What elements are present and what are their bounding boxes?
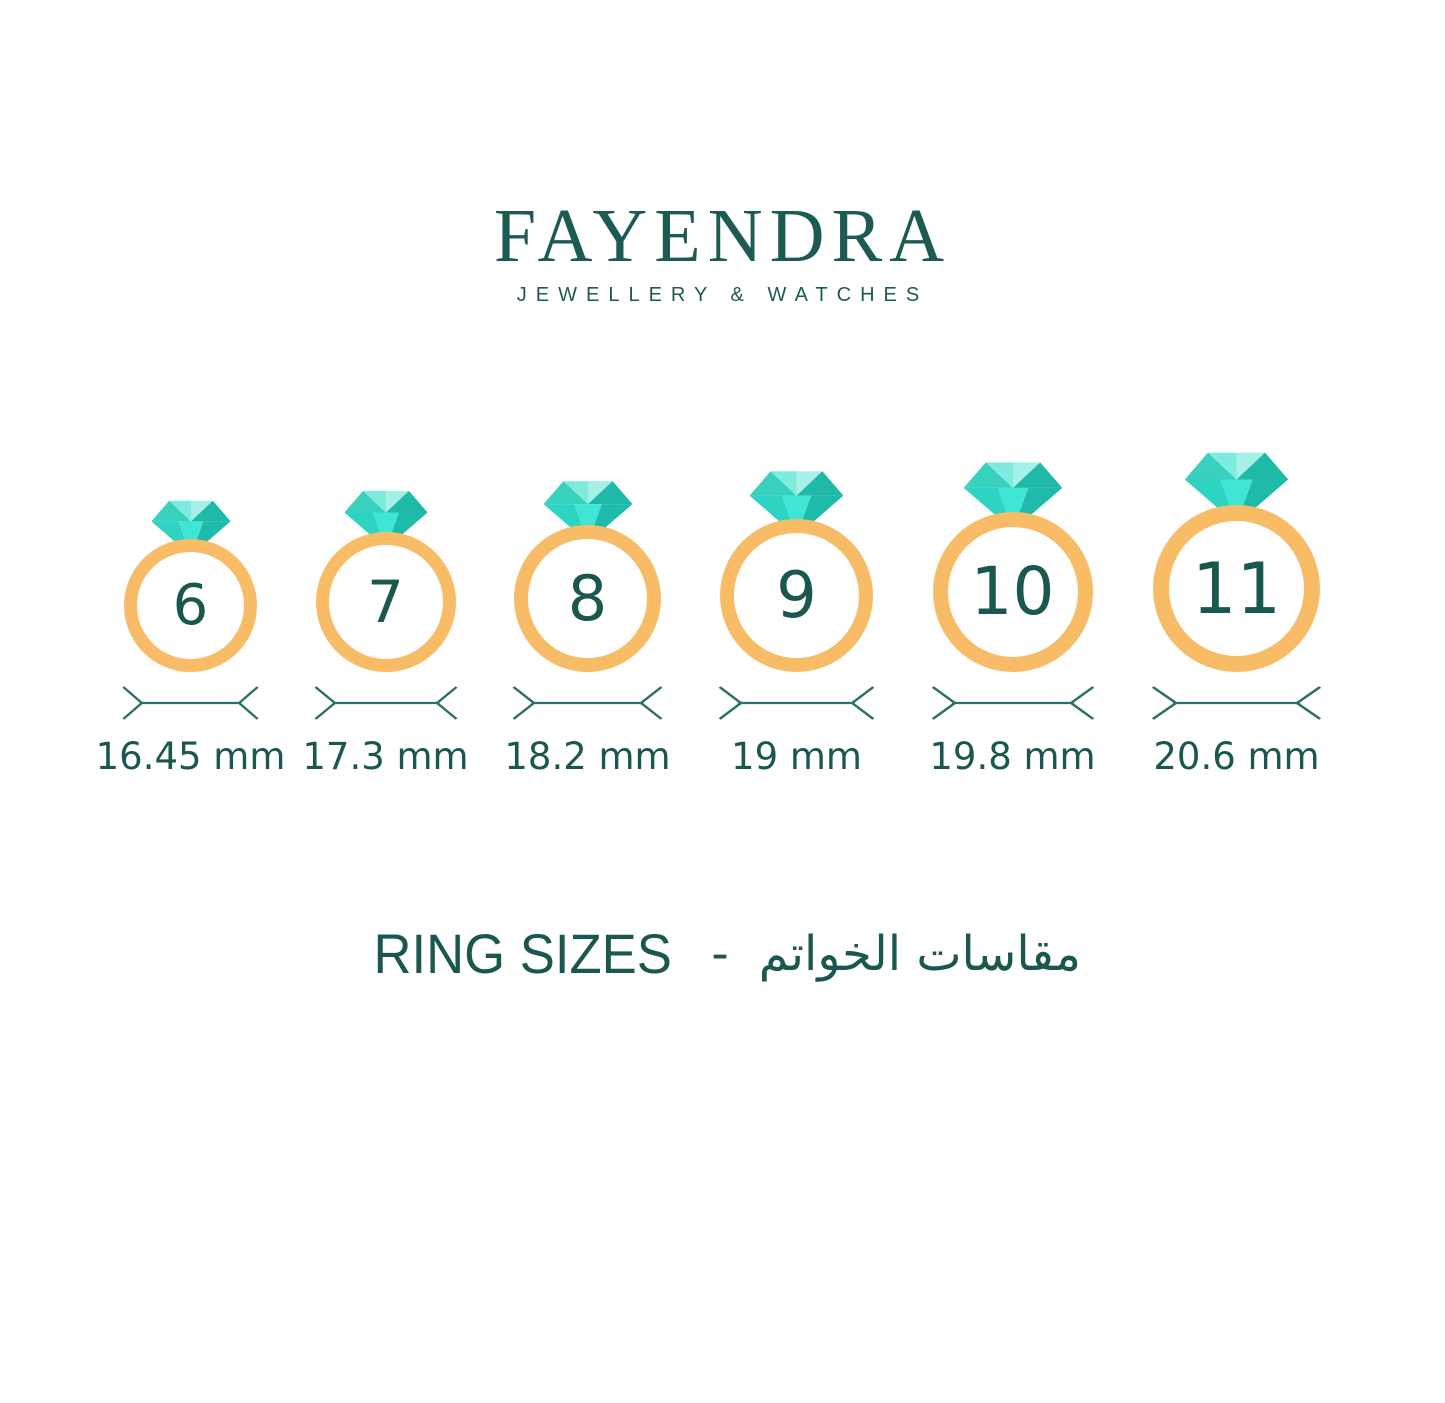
diameter-label: 19.8 mm xyxy=(929,735,1096,778)
ring-size-item-7: 7 17.3 mm xyxy=(295,488,477,779)
diameter-label: 17.3 mm xyxy=(302,735,469,778)
dimension-line xyxy=(1151,685,1322,721)
ring-size-item-9: 9 19 mm xyxy=(699,468,895,779)
page-title: RING SIZES - مقاسات الخواتم xyxy=(0,921,1445,986)
brand-tagline: JEWELLERY & WATCHES xyxy=(516,284,929,306)
diameter-label: 18.2 mm xyxy=(504,735,671,778)
title-separator: - xyxy=(711,925,729,982)
page-title-arabic: مقاسات الخواتم xyxy=(758,925,1081,982)
ring-size-item-11: 11 20.6 mm xyxy=(1131,449,1343,779)
ring-size-item-8: 8 18.2 mm xyxy=(493,478,683,779)
dimension-line xyxy=(718,685,875,721)
ring-band: 6 xyxy=(124,539,257,672)
dimension-line xyxy=(930,685,1095,721)
ring-size-number: 9 xyxy=(776,558,817,633)
diameter-label: 16.45 mm xyxy=(95,735,286,778)
ring-size-chart: 6 16.45 mm 7 17.3 mm 8 18.2 mm 9 19 mm 1… xyxy=(0,449,1445,779)
page-title-english: RING SIZES xyxy=(373,922,672,986)
ring-band: 9 xyxy=(720,519,873,672)
dimension-line xyxy=(313,685,458,721)
diameter-label: 19 mm xyxy=(731,735,862,778)
brand-logo: FAYENDRA JEWELLERY & WATCHES xyxy=(0,198,1445,307)
ring-size-number: 11 xyxy=(1191,547,1282,630)
ring-band: 11 xyxy=(1153,505,1320,672)
ring-size-number: 8 xyxy=(567,561,608,635)
ring-size-item-10: 10 19.8 mm xyxy=(911,459,1115,779)
ring-band: 8 xyxy=(514,525,661,672)
diameter-label: 20.6 mm xyxy=(1153,735,1320,778)
ring-size-number: 7 xyxy=(367,568,404,636)
ring-size-number: 10 xyxy=(970,553,1055,630)
ring-size-number: 6 xyxy=(172,572,209,638)
dimension-line xyxy=(512,685,663,721)
ring-size-item-6: 6 16.45 mm xyxy=(96,498,285,779)
ring-band: 10 xyxy=(932,512,1093,672)
brand-name: FAYENDRA xyxy=(493,194,952,278)
ring-band: 7 xyxy=(315,532,456,672)
dimension-line xyxy=(122,685,259,721)
